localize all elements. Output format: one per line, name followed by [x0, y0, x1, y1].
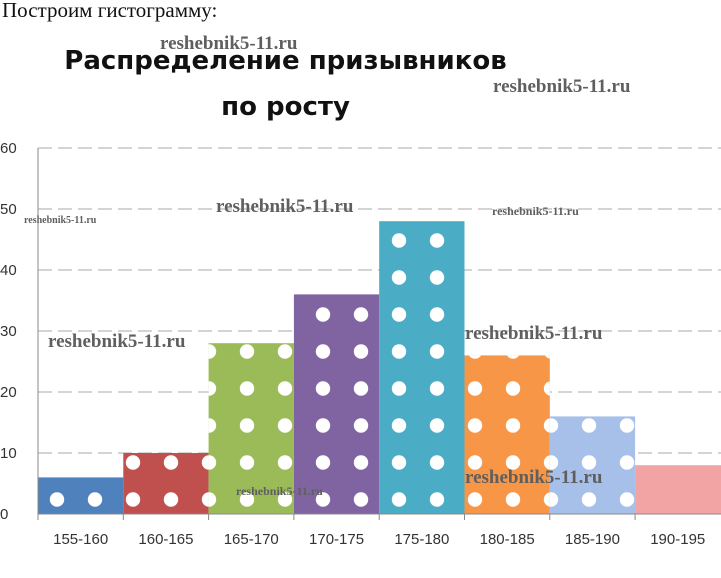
bar-dot-pattern — [464, 355, 550, 514]
x-tick-label: 190-195 — [650, 531, 705, 548]
y-tick-label: 50 — [0, 201, 17, 218]
y-tick-label: 20 — [0, 384, 17, 401]
y-tick-label: 30 — [0, 323, 17, 340]
x-tick-label: 180-185 — [480, 531, 535, 548]
y-tick-label: 60 — [0, 140, 17, 157]
bar-dot-pattern — [379, 221, 465, 514]
x-tick-label: 175-180 — [394, 531, 449, 548]
watermark: reshebnik5-11.ru — [493, 76, 631, 97]
watermark: reshebnik5-11.ru — [236, 484, 323, 498]
histogram-bar — [635, 465, 721, 514]
x-tick-label: 185-190 — [565, 531, 620, 548]
watermark: reshebnik5-11.ru — [160, 33, 298, 54]
watermark: reshebnik5-11.ru — [216, 196, 354, 217]
x-tick-label: 170-175 — [309, 531, 364, 548]
bar-dot-pattern — [293, 294, 380, 514]
y-tick-label: 10 — [0, 445, 17, 462]
watermark: reshebnik5-11.ru — [48, 331, 186, 352]
y-tick-label: 40 — [0, 262, 17, 279]
bar-dot-pattern — [549, 416, 636, 514]
watermark: reshebnik5-11.ru — [465, 467, 603, 488]
y-tick-label: 0 — [0, 506, 8, 523]
x-tick-label: 155-160 — [53, 531, 108, 548]
intro-text: Построим гистограмму: — [2, 0, 218, 22]
bar-dot-pattern — [208, 343, 294, 514]
x-tick-label: 165-170 — [224, 531, 279, 548]
chart-title-line-2: по росту — [221, 92, 350, 122]
watermark: reshebnik5-11.ru — [492, 204, 579, 218]
watermark: reshebnik5-11.ru — [465, 323, 603, 344]
bar-dot-pattern — [123, 453, 209, 514]
chart-title-line-1: Распределение призывников — [64, 46, 507, 76]
bar-dot-pattern — [38, 477, 124, 514]
x-tick-label: 160-165 — [138, 531, 193, 548]
watermark: reshebnik5-11.ru — [24, 215, 97, 226]
